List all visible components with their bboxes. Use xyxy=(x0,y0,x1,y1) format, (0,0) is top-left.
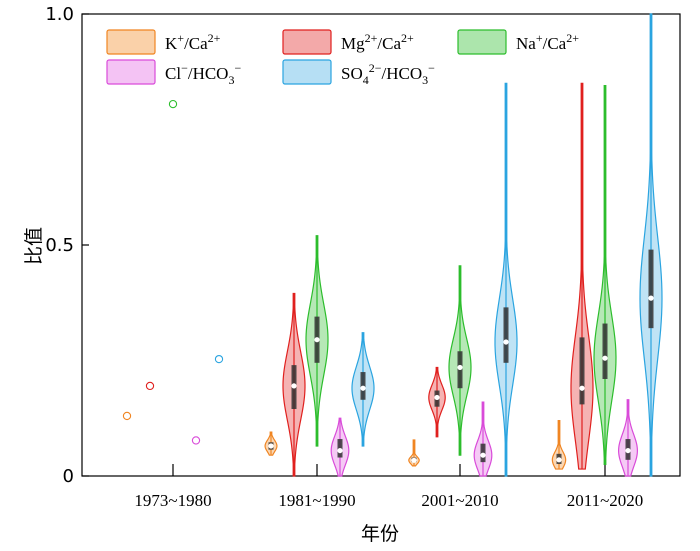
legend-label-part: /Ca xyxy=(184,34,208,53)
legend-swatch xyxy=(106,59,156,85)
legend-label-part: 3 xyxy=(422,73,428,87)
outlier-point xyxy=(191,436,201,445)
legend-label-part: SO xyxy=(341,64,363,83)
violin-median xyxy=(337,447,343,454)
axes-group: 0 0.5 1.0 1973~1980 1981~1990 2001~2010 2011~2… xyxy=(45,4,681,510)
legend-label-part: + xyxy=(177,31,184,45)
legend-swatch xyxy=(282,29,332,55)
legend-label-part: K xyxy=(165,34,178,53)
legend-label-part: /HCO xyxy=(188,64,229,83)
y-tick-label: 0 xyxy=(63,466,74,487)
legend-label-part: 2+ xyxy=(401,31,414,45)
x-tick-label: 2001~2010 xyxy=(421,491,498,510)
legend-label-part: − xyxy=(181,61,188,75)
legend-label-part: 2+ xyxy=(365,31,378,45)
legend-label: Cl−/HCO3− xyxy=(165,61,241,87)
legend-label: SO42−/HCO3− xyxy=(341,61,435,87)
y-axis-label: 比值 xyxy=(23,227,45,265)
violin-median xyxy=(556,457,562,463)
legend-label-part: 2+ xyxy=(208,31,221,45)
violin-median xyxy=(268,443,274,449)
y-tick-label: 1.0 xyxy=(45,4,74,25)
violin-median xyxy=(480,452,486,458)
outlier-point xyxy=(145,381,155,391)
legend-swatch xyxy=(282,59,332,85)
violin-median xyxy=(625,447,631,454)
legend-label: K+/Ca2+ xyxy=(165,31,221,53)
legend-label-part: − xyxy=(234,61,241,75)
violin-iqr-box xyxy=(579,337,585,405)
violins-group xyxy=(122,13,663,477)
legend-label-part: Na xyxy=(516,34,536,53)
legend-label-part: Cl xyxy=(165,64,181,83)
legend-label-part: Mg xyxy=(341,34,365,53)
legend-label-part: /Ca xyxy=(377,34,401,53)
x-axis-label: 年份 xyxy=(361,523,399,545)
legend-label-part: 2+ xyxy=(566,31,579,45)
violin-median xyxy=(503,339,509,345)
legend-label: Mg2+/Ca2+ xyxy=(341,31,414,53)
violin-median xyxy=(411,457,417,463)
violin-iqr-box xyxy=(648,249,654,329)
outlier-point xyxy=(122,411,132,421)
outlier-point xyxy=(168,99,178,109)
violin-median xyxy=(457,364,463,371)
legend-label-part: /Ca xyxy=(543,34,567,53)
violin-median xyxy=(579,385,585,391)
violin-median xyxy=(648,295,654,301)
violin-median xyxy=(602,355,608,361)
violin-iqr-box xyxy=(602,323,608,379)
legend-swatch xyxy=(106,29,156,55)
legend-label: Na+/Ca2+ xyxy=(516,31,579,53)
x-tick-label: 1981~1990 xyxy=(278,491,355,510)
legend: K+/Ca2+ Mg2+/Ca2+ Na+/Ca2+Cl−/HCO3− SO42−/H… xyxy=(106,29,579,87)
legend-label-part: 3 xyxy=(228,73,234,87)
violin-median xyxy=(434,394,440,401)
outlier-point xyxy=(214,354,224,364)
legend-label-part: 4 xyxy=(363,73,369,87)
legend-label-part: + xyxy=(536,31,543,45)
legend-label-part: /HCO xyxy=(382,64,423,83)
violin-iqr-box xyxy=(503,307,509,363)
y-tick-label: 0.5 xyxy=(45,235,74,256)
x-tick-label: 1973~1980 xyxy=(134,491,211,510)
x-tick-label: 2011~2020 xyxy=(567,491,644,510)
legend-swatch xyxy=(457,29,507,55)
legend-label-part: − xyxy=(428,61,435,75)
violin-median xyxy=(314,337,320,343)
violin-median xyxy=(360,385,366,391)
violin-median xyxy=(291,383,297,389)
legend-label-part: 2− xyxy=(369,61,382,75)
